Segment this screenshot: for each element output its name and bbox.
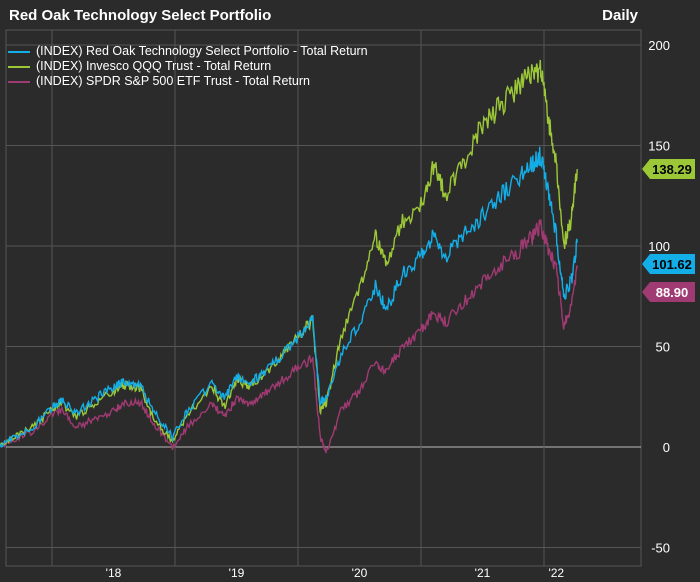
last-value-tag-bg: [642, 159, 695, 180]
last-value-tag-bg: [642, 254, 695, 274]
frequency-label: Daily: [602, 7, 638, 24]
legend-swatch: [8, 80, 30, 83]
y-tick-label: 150: [648, 139, 670, 154]
legend-item-red-oak: (INDEX) Red Oak Technology Select Portfo…: [8, 44, 368, 59]
last-value-label: 101.62: [652, 257, 692, 272]
legend-swatch: [8, 65, 30, 68]
series-line-2: [0, 219, 578, 454]
last-value-tag: 101.62: [642, 254, 695, 274]
x-tick-label: '21: [475, 566, 491, 580]
series-line-1: [0, 59, 578, 447]
y-tick-label: 100: [648, 239, 670, 254]
plot-frame: [5, 29, 642, 567]
legend-label: (INDEX) SPDR S&P 500 ETF Trust - Total R…: [36, 74, 310, 88]
chart-title: Red Oak Technology Select Portfolio: [9, 7, 272, 24]
y-tick-label: 0: [663, 440, 670, 455]
x-tick-label: '22: [548, 566, 564, 580]
last-value-label: 138.29: [652, 162, 692, 177]
legend: (INDEX) Red Oak Technology Select Portfo…: [8, 44, 368, 89]
legend-label: (INDEX) Invesco QQQ Trust - Total Return: [36, 59, 272, 73]
x-tick-label: '20: [352, 566, 368, 580]
y-tick-label: -50: [651, 541, 670, 556]
x-tick-label: '18: [106, 566, 122, 580]
last-value-tag-bg: [642, 282, 695, 302]
y-tick-label: 200: [648, 38, 670, 53]
legend-label: (INDEX) Red Oak Technology Select Portfo…: [36, 44, 368, 58]
x-tick-label: '19: [229, 566, 245, 580]
y-tick-label: 50: [656, 340, 670, 355]
legend-item-qqq: (INDEX) Invesco QQQ Trust - Total Return: [8, 59, 368, 74]
legend-swatch: [8, 50, 30, 53]
last-value-tag: 88.90: [642, 282, 695, 302]
last-value-label: 88.90: [656, 285, 689, 300]
legend-item-spy: (INDEX) SPDR S&P 500 ETF Trust - Total R…: [8, 74, 368, 89]
last-value-tag: 138.29: [642, 159, 695, 180]
series-line-0: [0, 146, 578, 449]
